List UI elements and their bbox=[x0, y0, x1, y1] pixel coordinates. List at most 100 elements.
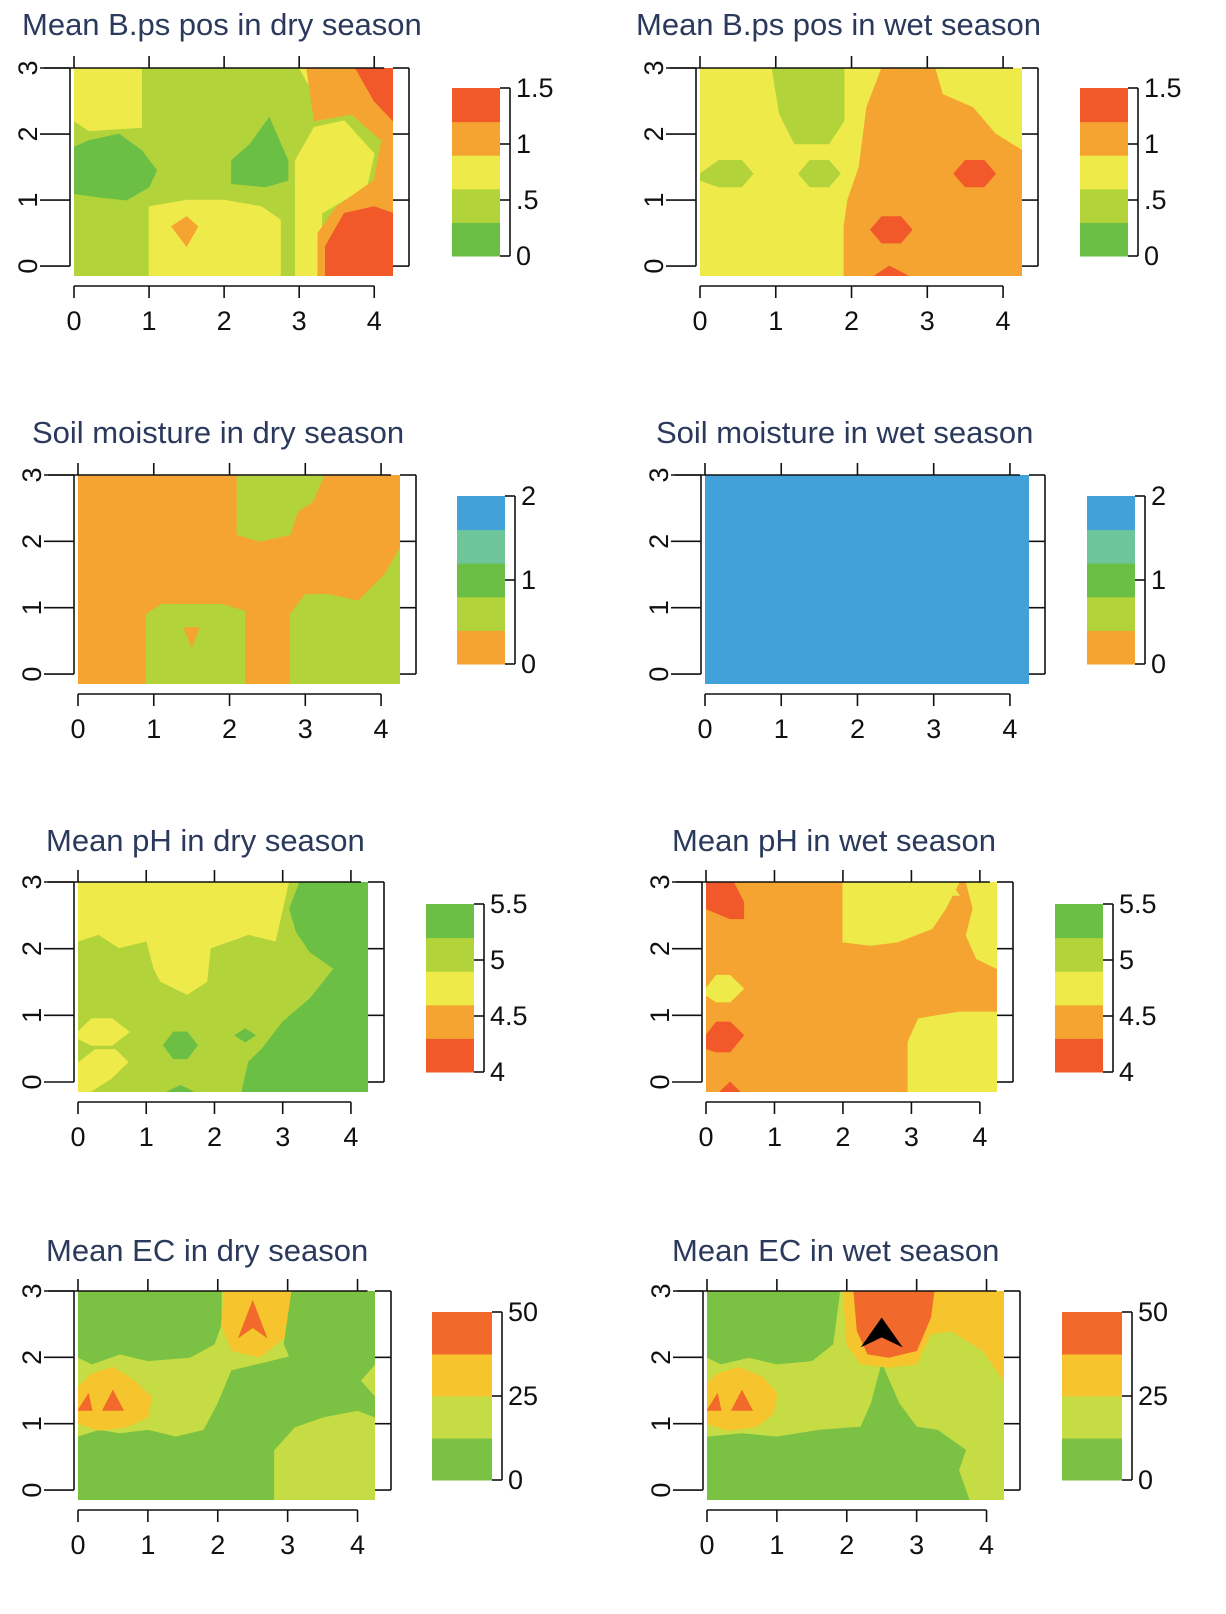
contour-regions bbox=[706, 882, 997, 1092]
heatmap-panel-5: 0 1 2 3 4 0 1 2 3 Mean pH in dry season 5.5 5 4.5 4 bbox=[17, 823, 528, 1152]
x-tick-label: 0 bbox=[70, 714, 85, 744]
y-tick-label: 2 bbox=[17, 534, 47, 549]
contour-region-4 bbox=[289, 547, 400, 684]
color-legend: 5.5 5 4.5 4 bbox=[1055, 889, 1157, 1087]
contour-regions bbox=[74, 68, 393, 276]
y-tick-label: 1 bbox=[17, 1008, 47, 1023]
y-tick-label: 2 bbox=[644, 534, 674, 549]
contour-region-3 bbox=[148, 199, 281, 276]
x-tick-label: 0 bbox=[698, 1122, 713, 1152]
y-tick-label: 3 bbox=[645, 874, 675, 889]
legend-swatch bbox=[452, 155, 500, 190]
legend-label: 5 bbox=[1119, 945, 1134, 975]
x-tick-label: 3 bbox=[292, 306, 307, 336]
y-tick-label: 1 bbox=[644, 600, 674, 615]
contour-region-2 bbox=[707, 1291, 841, 1365]
legend-label: 0 bbox=[1138, 1465, 1153, 1495]
legend-label: 1.5 bbox=[516, 73, 554, 103]
x-tick-label: 3 bbox=[920, 306, 935, 336]
y-tick-label: 2 bbox=[13, 127, 43, 142]
legend-swatch bbox=[1087, 496, 1135, 531]
legend-swatch bbox=[432, 1438, 492, 1481]
legend-swatch bbox=[1080, 222, 1128, 257]
contour-region-9 bbox=[171, 216, 199, 248]
contour-region-9 bbox=[237, 1299, 268, 1339]
contour-regions bbox=[700, 68, 1022, 276]
color-legend: 1.51.50 bbox=[452, 73, 554, 271]
legend-swatch bbox=[457, 630, 505, 665]
contour-region-5 bbox=[707, 1392, 722, 1411]
x-tick-label: 4 bbox=[979, 1530, 994, 1560]
y-tick-label: 3 bbox=[646, 1283, 676, 1298]
contour-region-2 bbox=[842, 882, 960, 946]
legend-label: 2 bbox=[1151, 481, 1166, 511]
legend-swatch bbox=[1080, 121, 1128, 156]
legend-label: 1 bbox=[1151, 565, 1166, 595]
legend-label: 4 bbox=[490, 1057, 505, 1087]
legend-swatch bbox=[457, 596, 505, 631]
contour-region-1 bbox=[705, 475, 1029, 684]
legend-swatch bbox=[1080, 88, 1128, 123]
contour-region-2 bbox=[771, 68, 845, 145]
legend-swatch bbox=[1080, 188, 1128, 223]
legend-swatch bbox=[1062, 1438, 1122, 1481]
x-tick-label: 1 bbox=[769, 1530, 784, 1560]
panel-title: Soil moisture in wet season bbox=[656, 415, 1033, 450]
legend-swatch bbox=[1087, 596, 1135, 631]
contour-region-6 bbox=[869, 216, 913, 244]
color-legend: 2 1 0 bbox=[457, 481, 536, 679]
legend-swatch bbox=[1055, 937, 1103, 972]
x-tick-label: 0 bbox=[699, 1530, 714, 1560]
legend-swatch bbox=[426, 937, 474, 972]
contour-region-4 bbox=[169, 908, 191, 923]
x-tick-label: 0 bbox=[70, 1530, 85, 1560]
x-tick-label: 2 bbox=[839, 1530, 854, 1560]
legend-label: 0 bbox=[516, 241, 531, 271]
x-tick-label: 4 bbox=[996, 306, 1011, 336]
legend-swatch bbox=[1055, 1004, 1103, 1039]
contour-region-10 bbox=[74, 133, 158, 201]
legend-swatch bbox=[452, 188, 500, 223]
x-tick-label: 2 bbox=[207, 1122, 222, 1152]
y-tick-label: 0 bbox=[644, 667, 674, 682]
legend-label: 0 bbox=[508, 1465, 523, 1495]
legend-label: 2 bbox=[521, 481, 536, 511]
y-tick-label: 1 bbox=[17, 600, 47, 615]
y-tick-label: 3 bbox=[639, 60, 669, 75]
heatmap-panel-7: 0 1 2 3 4 0 1 2 3 Mean EC in dry season 50 25 0 bbox=[17, 1233, 538, 1560]
contour-region-6 bbox=[706, 1021, 745, 1053]
y-tick-label: 1 bbox=[639, 193, 669, 208]
x-tick-label: 4 bbox=[343, 1122, 358, 1152]
legend-swatch bbox=[457, 529, 505, 564]
x-tick-label: 0 bbox=[70, 1122, 85, 1152]
legend-label: 0 bbox=[521, 649, 536, 679]
x-tick-label: 1 bbox=[774, 714, 789, 744]
panel-title: Mean B.ps pos in wet season bbox=[636, 7, 1041, 42]
x-tick-label: 1 bbox=[142, 306, 157, 336]
y-tick-label: 2 bbox=[17, 1350, 47, 1365]
legend-swatch bbox=[1087, 529, 1135, 564]
heatmap-panel-6: 0 1 2 3 4 0 1 2 3 Mean pH in wet season 5.5 5 4.5 4 bbox=[645, 823, 1157, 1152]
x-tick-label: 2 bbox=[835, 1122, 850, 1152]
contour-region-4 bbox=[907, 1011, 997, 1092]
legend-swatch bbox=[1062, 1396, 1122, 1439]
contour-region-4 bbox=[78, 1350, 375, 1500]
contour-region-3 bbox=[965, 882, 997, 970]
panel-title: Mean pH in dry season bbox=[46, 823, 365, 858]
x-tick-label: 3 bbox=[909, 1530, 924, 1560]
contour-region-2 bbox=[74, 68, 143, 132]
legend-label: 4 bbox=[1119, 1057, 1134, 1087]
contour-region-4 bbox=[797, 159, 841, 188]
y-tick-label: 2 bbox=[639, 127, 669, 142]
legend-swatch bbox=[1055, 904, 1103, 939]
panel-title: Mean pH in wet season bbox=[672, 823, 996, 858]
x-tick-label: 1 bbox=[767, 1122, 782, 1152]
legend-swatch bbox=[1087, 630, 1135, 665]
contour-region-7 bbox=[101, 1389, 125, 1411]
x-tick-label: 4 bbox=[350, 1530, 365, 1560]
legend-label: 4.5 bbox=[1119, 1001, 1157, 1031]
y-tick-label: 3 bbox=[17, 874, 47, 889]
